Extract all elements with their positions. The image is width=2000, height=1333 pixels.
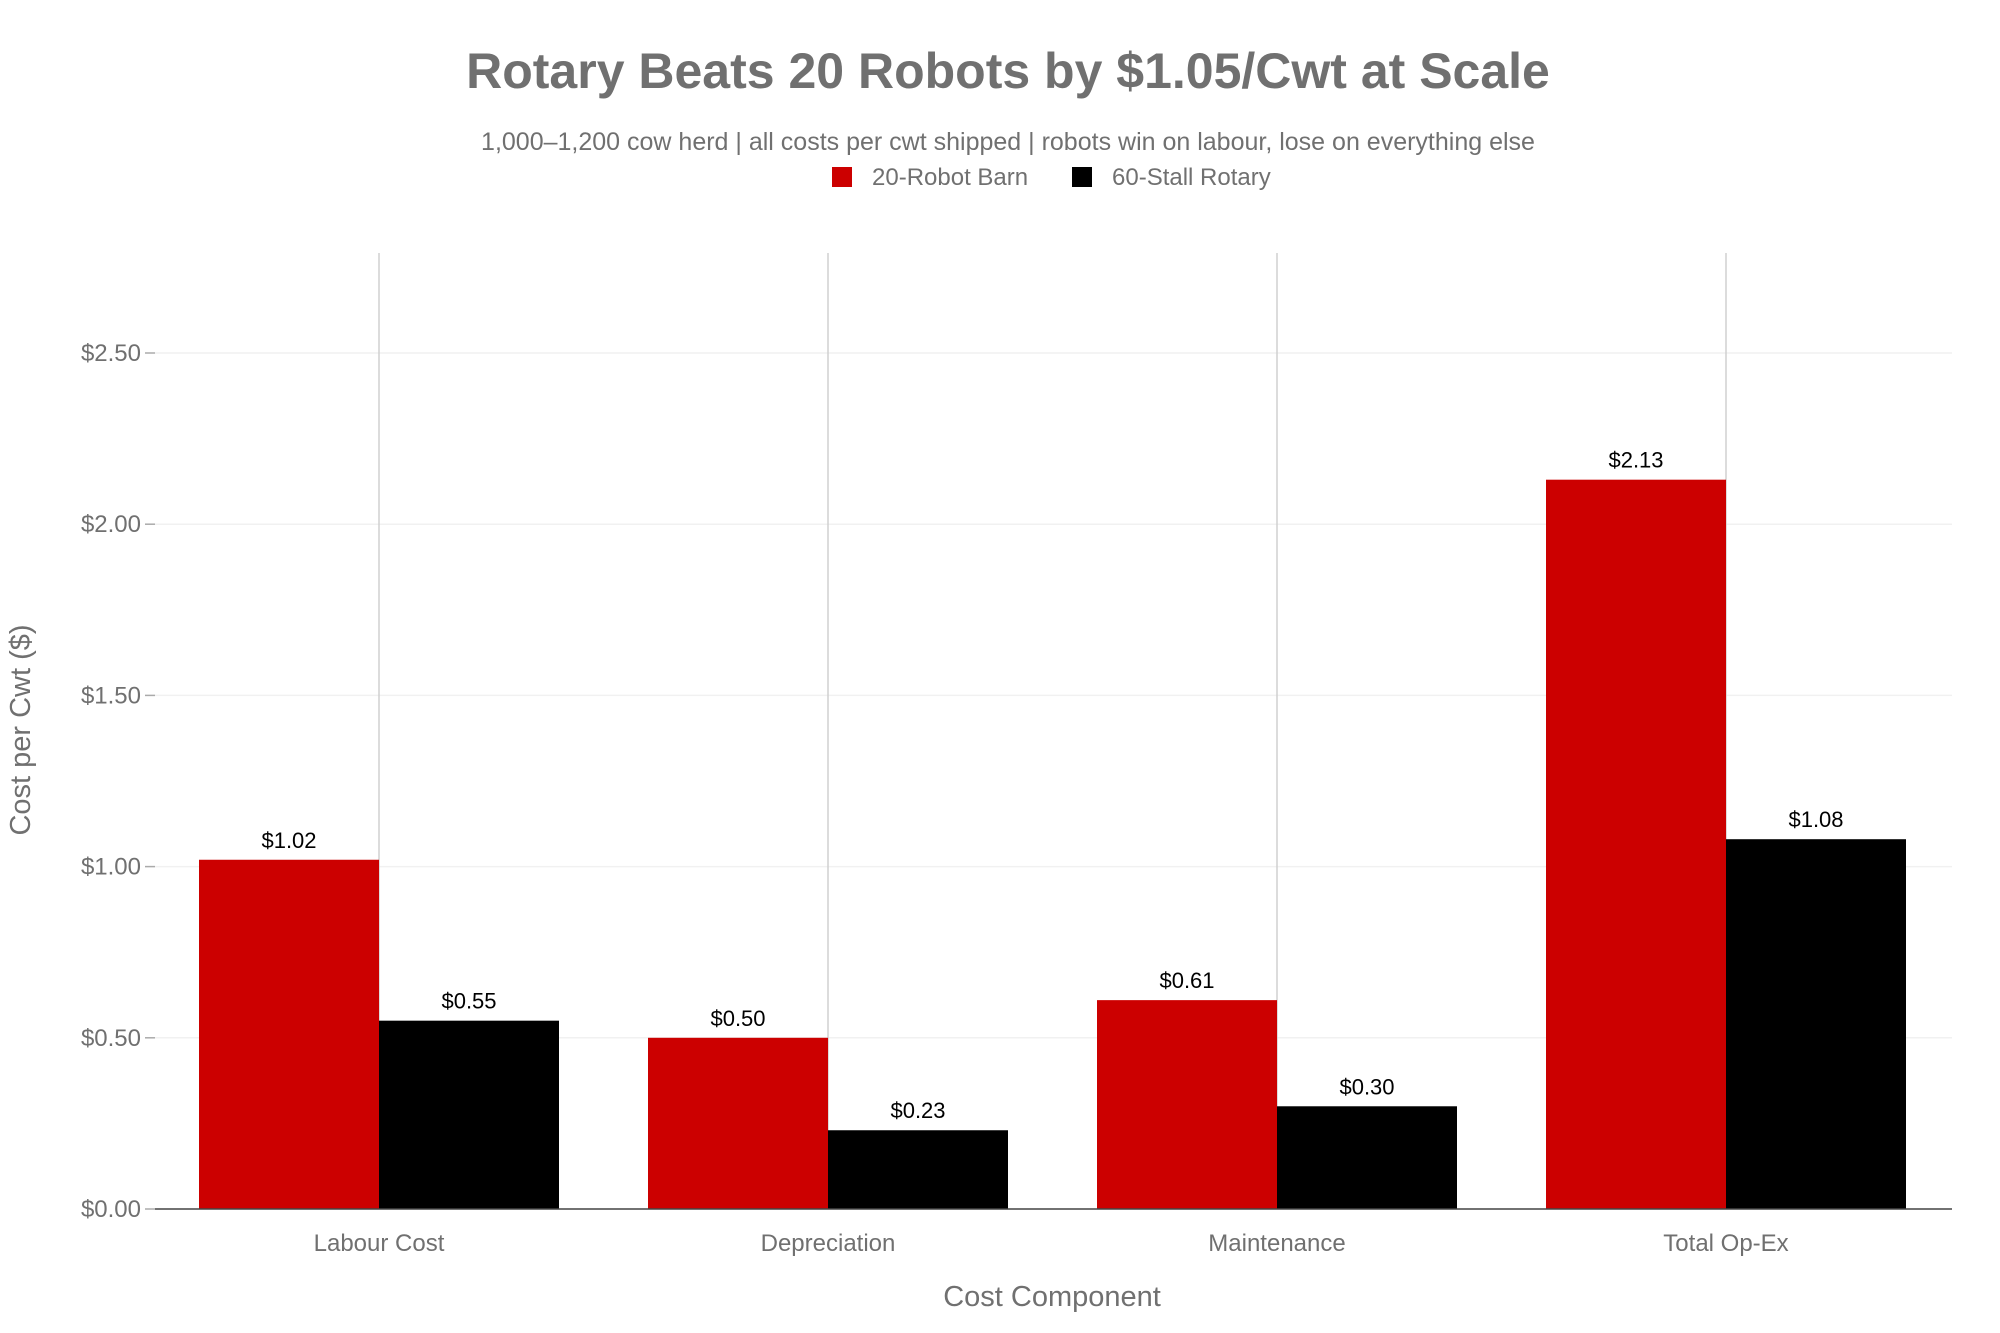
- bar: [1726, 839, 1906, 1209]
- bar-data-label: $1.02: [261, 828, 316, 853]
- data-labels: $1.02 $0.55 $0.50 $0.23 $0.61 $0.30 $2.13 $1.08: [261, 448, 1843, 1124]
- y-tick-label: $0.50: [81, 1025, 141, 1052]
- bar-data-label: $0.55: [441, 989, 496, 1014]
- y-tick-label: $2.50: [81, 340, 141, 367]
- y-tick-label: $1.50: [81, 682, 141, 709]
- y-axis-title: Cost per Cwt ($): [5, 624, 37, 835]
- x-tick-label: Maintenance: [1208, 1230, 1345, 1257]
- bar-data-label: $0.30: [1339, 1074, 1394, 1099]
- y-tick-label: $0.00: [81, 1196, 141, 1223]
- bar: [648, 1037, 828, 1209]
- legend-label: 60-Stall Rotary: [1112, 164, 1271, 191]
- bar: [199, 859, 379, 1209]
- legend-swatch: [832, 167, 852, 187]
- bar-data-label: $0.61: [1159, 968, 1214, 993]
- bar-data-label: $0.50: [710, 1006, 765, 1031]
- bar: [1097, 1000, 1277, 1209]
- x-axis-title: Cost Component: [943, 1281, 1161, 1313]
- chart-subtitle: 1,000–1,200 cow herd | all costs per cwt…: [481, 128, 1535, 156]
- legend-label: 20-Robot Barn: [872, 164, 1028, 191]
- bar: [828, 1130, 1008, 1209]
- x-axis: Labour Cost Depreciation Maintenance Total …: [155, 1208, 1952, 1257]
- x-tick-label: Total Op-Ex: [1663, 1230, 1788, 1257]
- bar-data-label: $0.23: [890, 1098, 945, 1123]
- y-axis: $0.00 $0.50 $1.00 $1.50 $2.00 $2.50: [81, 340, 155, 1223]
- legend: 20-Robot Barn 60-Stall Rotary: [832, 164, 1271, 191]
- x-tick-label: Labour Cost: [314, 1230, 445, 1257]
- y-tick-label: $2.00: [81, 511, 141, 538]
- bars: [199, 479, 1906, 1209]
- chart-title: Rotary Beats 20 Robots by $1.05/Cwt at S…: [466, 43, 1550, 99]
- bar: [1277, 1106, 1457, 1209]
- y-tick-label: $1.00: [81, 854, 141, 881]
- bar: [1546, 479, 1726, 1209]
- x-tick-label: Depreciation: [761, 1230, 896, 1257]
- bar-data-label: $1.08: [1788, 807, 1843, 832]
- legend-swatch: [1072, 167, 1092, 187]
- bar-data-label: $2.13: [1608, 448, 1663, 473]
- bar: [379, 1020, 559, 1209]
